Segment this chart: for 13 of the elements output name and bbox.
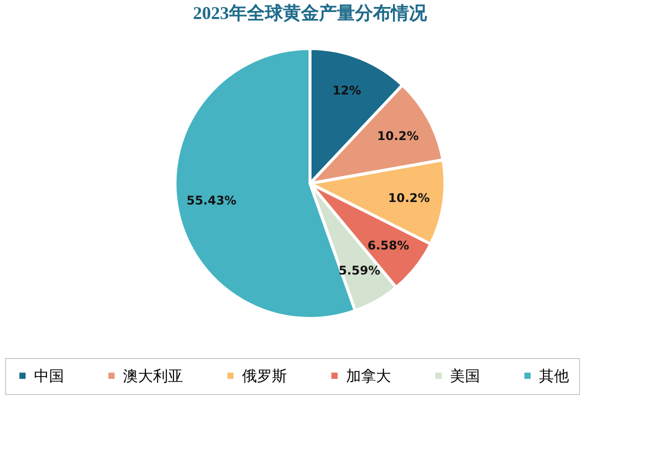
legend-label: 加拿大: [346, 368, 391, 385]
legend-label: 俄罗斯: [242, 368, 287, 385]
data-label: 55.43%: [186, 193, 236, 208]
chart-title: 2023年全球黄金产量分布情况: [193, 3, 428, 23]
legend-label: 澳大利亚: [123, 368, 183, 385]
data-label: 12%: [332, 84, 362, 98]
legend-label: 美国: [450, 368, 480, 385]
legend-label: 其他: [539, 368, 569, 385]
data-label: 10.2%: [377, 128, 419, 143]
legend-label: 中国: [34, 368, 64, 385]
data-label: 5.59%: [338, 263, 380, 278]
data-label: 6.58%: [367, 238, 410, 253]
data-label: 10.2%: [388, 190, 430, 205]
